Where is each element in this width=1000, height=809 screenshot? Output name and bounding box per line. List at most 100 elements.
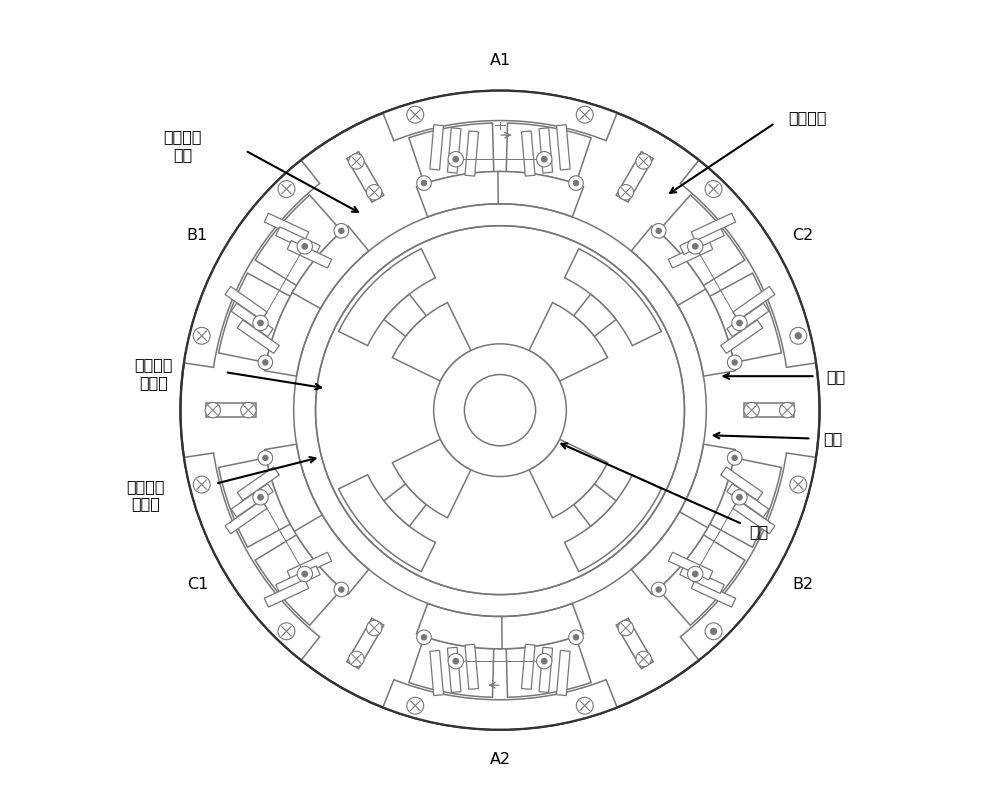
Polygon shape (678, 444, 735, 532)
Polygon shape (721, 320, 763, 354)
Circle shape (651, 582, 666, 597)
Circle shape (537, 654, 552, 669)
Circle shape (732, 360, 737, 365)
Circle shape (339, 587, 344, 592)
Text: C2: C2 (792, 228, 813, 243)
Polygon shape (276, 227, 320, 255)
Polygon shape (521, 644, 535, 689)
Circle shape (339, 228, 344, 233)
Circle shape (421, 180, 427, 185)
Polygon shape (383, 91, 617, 141)
Polygon shape (691, 579, 736, 607)
Polygon shape (616, 618, 653, 668)
Polygon shape (631, 512, 708, 595)
Polygon shape (529, 303, 608, 381)
Circle shape (732, 489, 747, 505)
Polygon shape (255, 535, 342, 625)
Polygon shape (733, 500, 775, 534)
Circle shape (417, 176, 431, 190)
Polygon shape (219, 273, 290, 362)
Polygon shape (574, 484, 616, 526)
Polygon shape (668, 240, 713, 268)
Circle shape (656, 587, 661, 592)
Circle shape (636, 651, 651, 667)
Circle shape (258, 451, 273, 465)
Circle shape (464, 375, 536, 446)
Polygon shape (727, 484, 769, 517)
Circle shape (316, 226, 684, 595)
Polygon shape (668, 553, 713, 580)
Circle shape (618, 184, 633, 200)
Circle shape (334, 223, 349, 238)
Polygon shape (225, 286, 267, 320)
Polygon shape (465, 644, 479, 689)
Circle shape (573, 180, 579, 185)
Polygon shape (678, 289, 735, 376)
Circle shape (795, 332, 801, 339)
Circle shape (297, 239, 312, 254)
Polygon shape (727, 303, 769, 337)
Circle shape (737, 494, 742, 500)
Circle shape (367, 184, 382, 200)
Circle shape (732, 455, 737, 460)
Polygon shape (498, 172, 584, 217)
Circle shape (193, 328, 210, 345)
Polygon shape (680, 160, 816, 367)
Circle shape (407, 106, 424, 123)
Text: B2: B2 (792, 578, 813, 592)
Circle shape (241, 403, 256, 418)
Circle shape (302, 244, 307, 249)
Circle shape (636, 154, 651, 169)
Circle shape (705, 180, 722, 197)
Polygon shape (557, 125, 570, 170)
Circle shape (576, 697, 593, 714)
Circle shape (656, 228, 661, 233)
Polygon shape (574, 294, 616, 337)
Circle shape (569, 176, 583, 190)
Circle shape (569, 630, 583, 645)
Polygon shape (710, 273, 781, 362)
Polygon shape (721, 467, 763, 501)
Polygon shape (565, 475, 661, 572)
Polygon shape (565, 248, 661, 345)
Polygon shape (691, 214, 736, 241)
Polygon shape (409, 123, 494, 184)
Circle shape (448, 654, 463, 669)
Circle shape (297, 566, 312, 582)
Polygon shape (498, 604, 584, 649)
Circle shape (349, 651, 364, 667)
Circle shape (780, 403, 795, 418)
Circle shape (453, 156, 458, 162)
Circle shape (421, 635, 427, 640)
Text: A2: A2 (489, 752, 511, 767)
Polygon shape (506, 637, 591, 697)
Polygon shape (631, 226, 708, 308)
Polygon shape (680, 453, 816, 660)
Circle shape (193, 476, 210, 493)
Circle shape (688, 239, 703, 254)
Circle shape (542, 659, 547, 664)
Polygon shape (292, 512, 369, 595)
Circle shape (278, 180, 295, 197)
Text: C1: C1 (187, 578, 208, 592)
Polygon shape (265, 289, 322, 376)
Circle shape (693, 571, 698, 577)
Circle shape (737, 320, 742, 326)
Polygon shape (184, 453, 320, 660)
Polygon shape (206, 404, 256, 417)
Circle shape (651, 223, 666, 238)
Polygon shape (392, 439, 471, 518)
Circle shape (278, 623, 295, 640)
Polygon shape (231, 484, 273, 517)
Circle shape (349, 154, 364, 169)
Polygon shape (616, 152, 653, 202)
Polygon shape (265, 444, 322, 532)
Polygon shape (287, 240, 332, 268)
Polygon shape (465, 131, 479, 176)
Polygon shape (383, 680, 617, 730)
Circle shape (573, 635, 579, 640)
Polygon shape (529, 439, 608, 518)
Circle shape (253, 316, 268, 331)
Polygon shape (392, 303, 471, 381)
Polygon shape (264, 579, 309, 607)
